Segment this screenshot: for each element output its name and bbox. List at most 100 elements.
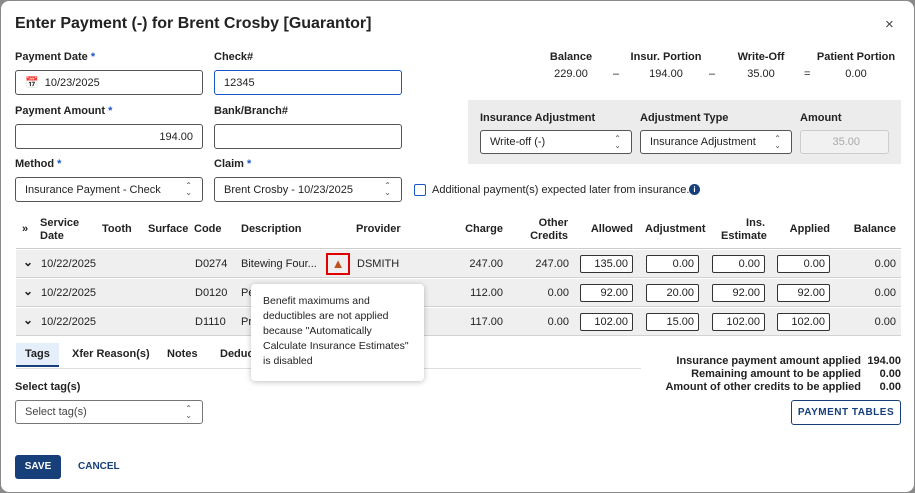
ins-estimate-input[interactable]: 102.00	[712, 313, 765, 331]
method-label: Method *	[15, 158, 62, 170]
other-credits-label: Amount of other credits to be applied	[665, 381, 861, 393]
expand-row-icon[interactable]: ⌄	[23, 313, 34, 327]
applied-value: 194.00	[867, 355, 901, 367]
ins-adj-select[interactable]: Write-off (-)	[480, 130, 632, 154]
writeoff-label: Write-Off	[737, 51, 785, 63]
equals-sign: =	[804, 68, 811, 80]
adjustment-input[interactable]: 15.00	[646, 313, 699, 331]
balance-label: Balance	[549, 51, 593, 63]
totals-values: 194.00 0.00 0.00	[861, 355, 901, 394]
header-balance: Balance	[853, 223, 896, 235]
bank-field[interactable]	[214, 124, 402, 149]
charge: 112.00	[470, 287, 503, 299]
minus-sign: –	[709, 68, 716, 80]
warning-tooltip: Benefit maximums and deductibles are not…	[251, 284, 424, 381]
service-date: 10/22/2025	[41, 258, 97, 270]
adjustment-input[interactable]: 20.00	[646, 284, 699, 302]
service-date: 10/22/2025	[41, 316, 97, 328]
adjustment-input[interactable]: 0.00	[646, 255, 699, 273]
applied-label: Insurance payment amount applied	[676, 355, 861, 367]
additional-payment-label: Additional payment(s) expected later fro…	[432, 184, 690, 196]
tab-notes[interactable]: Notes	[167, 348, 198, 360]
service-date: 10/22/2025	[41, 287, 97, 299]
tab-xfer-reasons[interactable]: Xfer Reason(s)	[72, 348, 150, 360]
warning-icon[interactable]: ▲	[326, 253, 350, 275]
other-credits: 247.00	[535, 258, 569, 270]
updown-icon	[774, 135, 781, 149]
header-provider: Provider	[356, 223, 401, 235]
calendar-icon: 📅	[25, 77, 39, 89]
payment-date-label: Payment Date *	[15, 51, 96, 63]
allowed-input[interactable]: 92.00	[580, 284, 633, 302]
table-row: ⌄ 10/22/2025 D1110 Pr 117.00 0.00 102.00…	[16, 308, 901, 336]
adj-type-label: Adjustment Type	[640, 112, 729, 124]
balance-value: 229.00	[554, 68, 588, 80]
payment-amount-field[interactable]: 194.00	[15, 124, 203, 149]
amount-label: Amount	[800, 112, 842, 124]
balance: 0.00	[874, 258, 896, 270]
tab-deductibles[interactable]: Deduc	[220, 348, 254, 360]
header-divider	[16, 248, 901, 249]
method-select[interactable]: Insurance Payment - Check	[15, 177, 203, 202]
totals-labels: Insurance payment amount applied Remainin…	[601, 355, 861, 394]
balance: 0.00	[874, 287, 896, 299]
applied-input[interactable]: 92.00	[777, 284, 830, 302]
payment-date-field[interactable]: 📅 10/23/2025	[15, 70, 203, 95]
check-field[interactable]: 12345	[214, 70, 402, 95]
description: Pr	[241, 316, 252, 328]
adj-type-select[interactable]: Insurance Adjustment	[640, 130, 792, 154]
check-label: Check#	[214, 51, 254, 63]
other-credits: 0.00	[547, 287, 569, 299]
adjustment-panel: Insurance Adjustment Write-off (-) Adjus…	[468, 100, 901, 164]
description: Bitewing Four...	[241, 258, 317, 270]
expand-all-icon[interactable]: »	[22, 223, 29, 235]
provider: DSMITH	[357, 258, 400, 270]
charge: 117.00	[470, 316, 503, 328]
header-adjustment: Adjustment	[645, 223, 706, 235]
header-allowed: Allowed	[590, 223, 633, 235]
header-code: Code	[194, 223, 222, 235]
expand-row-icon[interactable]: ⌄	[23, 255, 34, 269]
minus-sign: –	[613, 68, 620, 80]
ins-adj-label: Insurance Adjustment	[480, 112, 596, 124]
patient-value: 0.00	[845, 68, 867, 80]
writeoff-value: 35.00	[747, 68, 775, 80]
header-ins-estimate: Ins. Estimate	[721, 217, 767, 242]
updown-icon	[185, 405, 192, 419]
updown-icon	[185, 182, 192, 196]
additional-payment-checkbox[interactable]	[414, 184, 426, 196]
insur-value: 194.00	[649, 68, 683, 80]
table-row: ⌄ 10/22/2025 D0120 Pe 112.00 0.00 92.00 …	[16, 279, 901, 307]
expand-row-icon[interactable]: ⌄	[23, 284, 34, 298]
balance: 0.00	[874, 316, 896, 328]
ins-estimate-input[interactable]: 0.00	[712, 255, 765, 273]
header-service-date: Service Date	[40, 217, 80, 242]
close-icon[interactable]: ×	[885, 16, 894, 33]
tags-select[interactable]: Select tag(s)	[15, 400, 203, 424]
claim-label: Claim *	[214, 158, 252, 170]
allowed-input[interactable]: 102.00	[580, 313, 633, 331]
payment-tables-button[interactable]: PAYMENT TABLES	[791, 400, 901, 425]
updown-icon	[384, 182, 391, 196]
save-button[interactable]: SAVE	[15, 455, 61, 479]
allowed-input[interactable]: 135.00	[580, 255, 633, 273]
applied-input[interactable]: 0.00	[777, 255, 830, 273]
remaining-label: Remaining amount to be applied	[691, 368, 861, 380]
table-row: ⌄ 10/22/2025 D0274 Bitewing Four... ▲ DS…	[16, 250, 901, 278]
info-icon[interactable]: i	[689, 184, 700, 195]
header-applied: Applied	[789, 223, 830, 235]
remaining-value: 0.00	[879, 368, 901, 380]
header-other-credits: Other Credits	[530, 217, 568, 242]
ins-estimate-input[interactable]: 92.00	[712, 284, 765, 302]
code: D1110	[195, 316, 226, 328]
header-tooth: Tooth	[102, 223, 132, 235]
tab-tags[interactable]: Tags	[16, 343, 59, 367]
cancel-button[interactable]: CANCEL	[78, 461, 120, 472]
header-description: Description	[241, 223, 302, 235]
applied-input[interactable]: 102.00	[777, 313, 830, 331]
claim-select[interactable]: Brent Crosby - 10/23/2025	[214, 177, 402, 202]
code: D0120	[195, 287, 228, 299]
patient-label: Patient Portion	[816, 51, 896, 63]
insur-label: Insur. Portion	[630, 51, 702, 63]
